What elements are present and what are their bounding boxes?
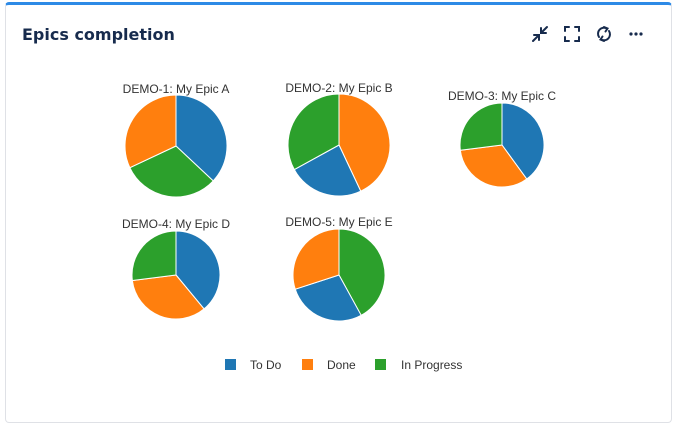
widget-actions — [529, 23, 647, 45]
pie-title: DEMO-3: My Epic C — [448, 89, 556, 103]
legend-swatch — [302, 359, 313, 370]
pie-title: DEMO-5: My Epic E — [285, 215, 392, 229]
more-icon — [629, 32, 643, 36]
pie-slice-to-do[interactable] — [294, 274, 362, 322]
legend-label: In Progress — [401, 358, 462, 372]
legend-item-done[interactable]: Done — [302, 358, 356, 372]
pie-epic-2: DEMO-2: My Epic B — [285, 81, 393, 197]
refresh-button[interactable] — [593, 23, 615, 45]
pie-slice-done[interactable] — [124, 94, 177, 169]
pie-slice-to-do[interactable] — [175, 94, 228, 182]
legend-swatch — [375, 359, 386, 370]
widget-header: Epics completion — [22, 25, 655, 49]
legend-item-to-do[interactable]: To Do — [225, 358, 282, 372]
minimize-button[interactable] — [529, 23, 551, 45]
pie-epic-4: DEMO-4: My Epic D — [122, 217, 230, 320]
pie-slice-in-progress[interactable] — [287, 93, 340, 171]
legend-swatch — [225, 359, 236, 370]
pie-epic-3: DEMO-3: My Epic C — [448, 89, 556, 188]
pie-slice-in-progress[interactable] — [459, 102, 503, 151]
pie-title: DEMO-1: My Epic A — [123, 82, 230, 96]
fullscreen-icon — [564, 26, 580, 42]
pie-epic-1: DEMO-1: My Epic A — [123, 82, 230, 198]
widget-card: Epics completion — [5, 2, 672, 423]
pie-slice-done[interactable] — [131, 274, 205, 320]
pie-epic-5: DEMO-5: My Epic E — [285, 215, 393, 322]
pie-slice-in-progress[interactable] — [129, 145, 214, 198]
pie-slice-to-do[interactable] — [175, 230, 221, 310]
epics-pie-chart: DEMO-1: My Epic A DEMO-2: My Epic B DEMO-3… — [122, 81, 556, 372]
legend-item-in-progress[interactable]: In Progress — [375, 358, 462, 372]
pie-title: DEMO-4: My Epic D — [122, 217, 230, 231]
pie-title: DEMO-2: My Epic B — [285, 81, 392, 95]
legend-label: Done — [327, 358, 356, 372]
fullscreen-button[interactable] — [561, 23, 583, 45]
pie-slice-to-do[interactable] — [501, 102, 545, 180]
minimize-icon — [532, 26, 548, 42]
pie-slice-done[interactable] — [292, 228, 340, 290]
chart-legend: To Do Done In Progress — [225, 358, 462, 372]
pie-slice-done[interactable] — [338, 93, 391, 192]
pie-slice-in-progress[interactable] — [131, 230, 177, 282]
pie-slice-in-progress[interactable] — [338, 228, 386, 316]
pie-slice-to-do[interactable] — [293, 144, 362, 197]
widget-title: Epics completion — [22, 25, 175, 44]
legend-label: To Do — [250, 358, 282, 372]
more-button[interactable] — [625, 23, 647, 45]
refresh-icon — [597, 26, 611, 42]
pie-slice-done[interactable] — [459, 144, 528, 188]
